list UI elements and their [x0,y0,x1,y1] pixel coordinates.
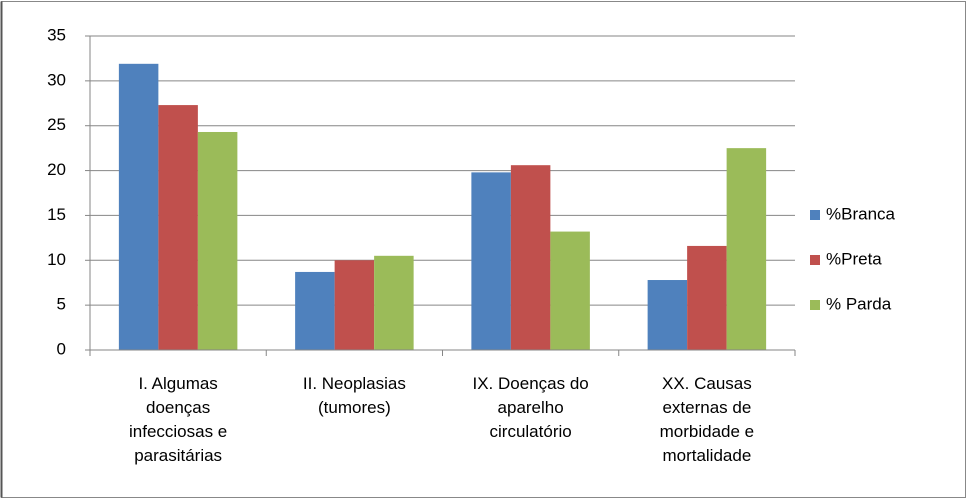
x-tick-label-line: I. Algumas [138,374,217,393]
y-tick-label: 10 [47,250,66,269]
bar [158,105,198,350]
x-tick-label-line: infecciosas e [129,422,227,441]
y-tick-label: 0 [57,339,66,358]
x-tick-label: II. Neoplasias (tumores) [303,374,406,417]
x-tick-label: IX. Doenças do aparelho circulatório [473,374,589,441]
y-tick-label: 15 [47,205,66,224]
x-tick-label-line: II. Neoplasias [303,374,406,393]
bar [510,165,551,350]
bar [197,131,238,350]
bar [374,255,414,350]
y-tick-label: 30 [47,70,66,89]
x-tick-label-line: IX. Doenças do [473,374,589,393]
x-tick-label: I. Algumas doenças infecciosas e parasitári… [129,374,227,465]
x-tick-label-line: (tumores) [318,398,391,417]
y-tick-label: 5 [57,295,66,314]
bar [118,63,159,350]
x-tick-label-line: aparelho [498,398,564,417]
x-tick-label-line: mortalidade [662,446,751,465]
legend-label: %Preta [826,249,882,268]
y-tick-label: 35 [47,25,66,44]
bar [295,271,335,350]
legend-swatch [810,255,820,265]
x-tick-label-line: circulatório [490,422,572,441]
bar [550,231,590,350]
x-tick-label-line: morbidade e [660,422,755,441]
bar [726,148,767,350]
x-tick-label: XX. Causas externas de morbidade e mortalid… [660,374,755,465]
bar [687,245,727,350]
legend-swatch [810,210,820,220]
bar [334,260,375,350]
y-tick-label: 20 [47,160,66,179]
legend-label: %Branca [826,204,896,223]
x-tick-label-line: doenças [146,398,210,417]
legend-swatch [810,300,820,310]
x-tick-label-line: externas de [662,398,751,417]
bar [471,172,511,350]
x-tick-label-line: parasitárias [134,446,222,465]
y-tick-label: 25 [47,115,66,134]
x-tick-label-line: XX. Causas [662,374,752,393]
bar [647,280,688,350]
legend-label: % Parda [826,294,892,313]
